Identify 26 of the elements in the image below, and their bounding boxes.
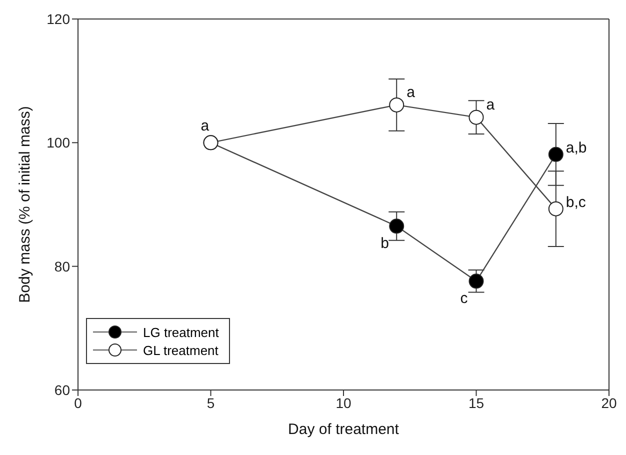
legend-label: GL treatment: [143, 342, 218, 358]
legend-label: LG treatment: [143, 324, 219, 340]
annotation: a,b: [566, 139, 587, 156]
y-axis-title: Body mass (% of initial mass): [16, 106, 34, 303]
point: [389, 218, 404, 234]
y-tick-label: 120: [46, 10, 70, 27]
x-tick-label: 0: [74, 394, 82, 411]
point: [468, 274, 484, 289]
x-tick-label: 15: [468, 394, 484, 411]
annotation: b: [380, 235, 389, 252]
point: [468, 110, 484, 125]
annotation: b,c: [566, 194, 586, 211]
point: [389, 97, 404, 112]
annotation: a: [486, 96, 496, 114]
y-tick-label: 60: [54, 382, 70, 398]
x-tick-label: 20: [601, 394, 617, 411]
annotation: c: [460, 290, 468, 308]
point: [548, 201, 564, 216]
x-tick-label: 10: [336, 394, 352, 411]
annotation: a: [200, 118, 210, 135]
x-axis-title: Day of treatment: [288, 421, 400, 438]
x-tick-label: 5: [206, 394, 215, 411]
y-tick-label: 100: [46, 134, 70, 151]
point: [548, 146, 564, 162]
annotation: a: [406, 84, 416, 101]
y-tick-label: 80: [54, 258, 70, 274]
